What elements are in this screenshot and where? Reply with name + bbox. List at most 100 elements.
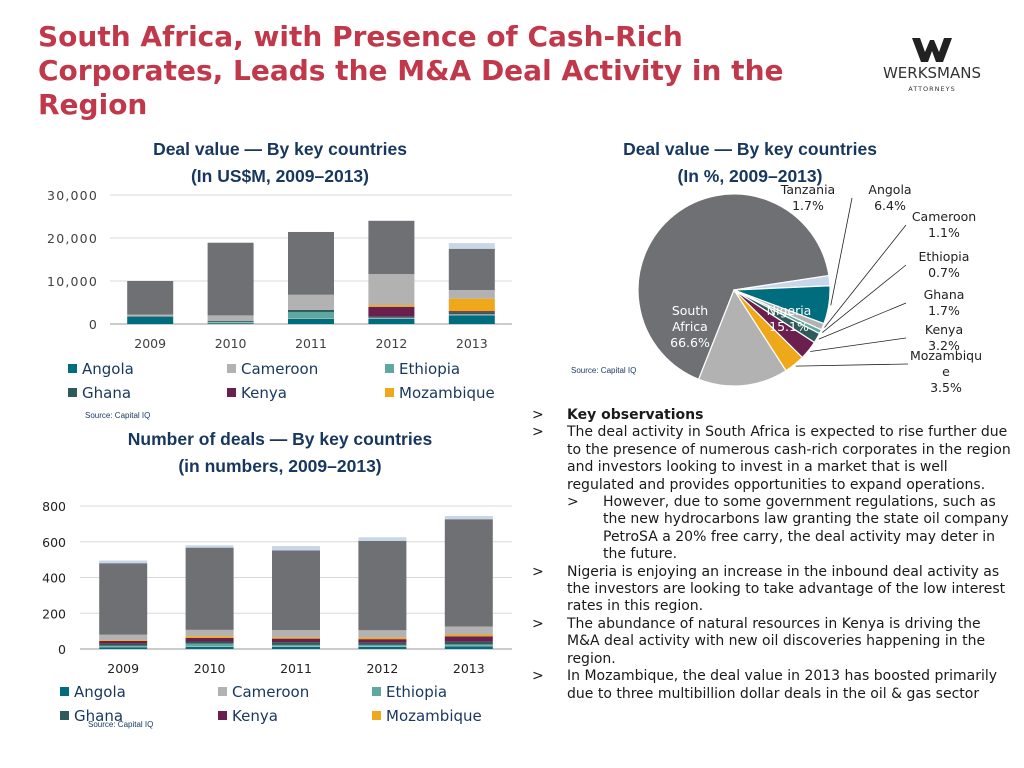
pie-label-south-africa: South [672, 303, 708, 318]
legend-swatch [68, 364, 77, 373]
bar-segment-south-africa-2013 [444, 519, 493, 627]
bar-segment-kenya-2012 [358, 639, 407, 643]
y-tick-label: 0 [58, 642, 66, 657]
chart2-subtitle: (In %, 2009–2013) [677, 166, 823, 186]
pie-label-mozambique: Mozambiqu [910, 348, 982, 363]
bar-segment-ghana-2011 [288, 309, 334, 312]
bar-segment-ethiopia-2012 [368, 317, 415, 319]
bar-segment-angola-2010 [207, 323, 254, 324]
bullet-marker: > [532, 615, 544, 632]
bar-segment-ghana-2010 [185, 641, 234, 644]
bullet-marker: > [567, 494, 579, 511]
bullet-marker: > [532, 424, 544, 441]
bar-segment-tanzania-2011 [272, 546, 320, 551]
bar-segment-kenya-2012 [368, 306, 415, 317]
pie-label-kenya: Kenya [925, 322, 963, 337]
bar-segment-ethiopia-2010 [185, 643, 234, 647]
y-tick-label: 400 [42, 571, 66, 586]
legend-item-angola: Angola [60, 683, 126, 701]
bar-segment-nigeria-2010 [185, 629, 234, 637]
bar-segment-nigeria-2011 [288, 294, 334, 310]
bar-segment-cameroon-2011 [272, 646, 320, 647]
y-tick-label: 30,000 [47, 188, 98, 203]
x-tick-label: 2013 [453, 661, 485, 676]
y-tick-label: 10,000 [47, 274, 98, 289]
werksmans-logo: WERKSMANS ATTORNEYS [883, 38, 981, 93]
legend-item-angola: Angola [68, 360, 134, 378]
x-tick-label: 2010 [194, 661, 226, 676]
bar-segment-angola-2011 [288, 318, 334, 324]
pie-value-ghana: 1.7% [928, 303, 960, 318]
bar-segment-tanzania-2013 [444, 516, 493, 520]
bar-segment-south-africa-2009 [127, 281, 174, 315]
bar-segment-ethiopia-2013 [448, 314, 495, 315]
bar-segment-ethiopia-2011 [288, 311, 334, 319]
bar-segment-ghana-2009 [99, 643, 148, 646]
bar-segment-south-africa-2010 [185, 547, 234, 630]
x-tick-label: 2011 [295, 336, 327, 351]
bar-segment-ghana-2009 [127, 315, 174, 317]
chart2-title-block: Deal value — By key countries (In %, 200… [585, 136, 915, 190]
pie-label-tanzania: Tanzania [780, 182, 835, 197]
bar-segment-nigeria-2011 [272, 630, 320, 638]
bar-segment-south-africa-2012 [358, 540, 407, 631]
chart3-title-block: Number of deals — By key countries (in n… [95, 426, 465, 480]
logo-mark-icon [912, 38, 952, 62]
bar-segment-south-africa-2013 [448, 248, 495, 291]
legend-item-mozambique: Mozambique [385, 384, 495, 402]
observation-text: The abundance of natural resources in Ke… [567, 615, 986, 667]
bar-segment-mozambique-2011 [272, 637, 320, 639]
y-tick-label: 600 [42, 535, 66, 550]
legend-swatch [68, 388, 77, 397]
legend-item-ghana: Ghana [60, 707, 123, 725]
bar-segment-angola-2012 [358, 646, 407, 649]
observation-subtext: However, due to some government regulati… [603, 494, 1009, 563]
bar-segment-cameroon-2010 [185, 646, 234, 647]
bar-segment-nigeria-2010 [207, 315, 254, 321]
legend-item-ghana: Ghana [68, 384, 131, 402]
x-tick-label: 2012 [375, 336, 407, 351]
observation-item: > Nigeria is enjoying an increase in the… [532, 564, 1012, 616]
chart2-source: Source: Capital IQ [571, 366, 637, 375]
observation-subitem: > However, due to some government regula… [532, 494, 1012, 564]
legend-swatch [372, 687, 381, 696]
observations-heading: Key observations [567, 407, 704, 423]
observation-text: In Mozambique, the deal value in 2013 ha… [567, 668, 998, 702]
pie-label-cameroon: Cameroon [912, 209, 976, 224]
pie-leader-line [810, 337, 907, 352]
legend-swatch [218, 687, 227, 696]
page-title: South Africa, with Presence of Cash-Rich… [38, 20, 784, 121]
bar-segment-mozambique-2010 [185, 636, 234, 638]
observation-item: > In Mozambique, the deal value in 2013 … [532, 668, 1012, 703]
observation-item: > The deal activity in South Africa is e… [532, 424, 1012, 494]
chart3-title: Number of deals — By key countries [127, 429, 433, 449]
bar-segment-nigeria-2013 [444, 626, 493, 635]
legend-item-cameroon: Cameroon [227, 360, 318, 378]
observation-item: > The abundance of natural resources in … [532, 616, 1012, 668]
bar-segment-cameroon-2010 [207, 322, 254, 324]
bar-segment-ethiopia-2012 [358, 644, 407, 647]
bar-segment-cameroon-2009 [99, 646, 148, 648]
legend-swatch [385, 364, 394, 373]
bar-segment-ghana-2013 [448, 312, 495, 315]
bar-segment-angola-2010 [185, 646, 234, 649]
bar-segment-south-africa-2009 [99, 563, 148, 635]
pie-label-angola: Angola [868, 182, 911, 197]
pie-value-ethiopia: 0.7% [928, 265, 960, 280]
pie-value-cameroon: 1.1% [928, 225, 960, 240]
pie-leader-line [822, 264, 907, 333]
pie-slice-south-africa [637, 193, 830, 381]
bar-segment-south-africa-2012 [368, 220, 415, 275]
bar-segment-south-africa-2011 [272, 550, 320, 631]
bar-segment-angola-2013 [448, 315, 495, 324]
chart3-legend: Angola Cameroon Ethiopia Ghana Kenya Mozambiq… [0, 683, 520, 731]
legend-swatch [227, 388, 236, 397]
bar-segment-south-africa-2011 [288, 231, 334, 295]
chart1-subtitle: (In US$M, 2009–2013) [190, 166, 369, 186]
pie-value-south-africa: 66.6% [670, 335, 710, 350]
chart1-title-block: Deal value — By key countries (In US$M, … [120, 136, 440, 190]
legend-label: Ethiopia [399, 360, 461, 378]
bar-segment-angola-2009 [99, 647, 148, 649]
pie-leader-line [795, 363, 909, 367]
legend-label: Mozambique [399, 384, 495, 402]
